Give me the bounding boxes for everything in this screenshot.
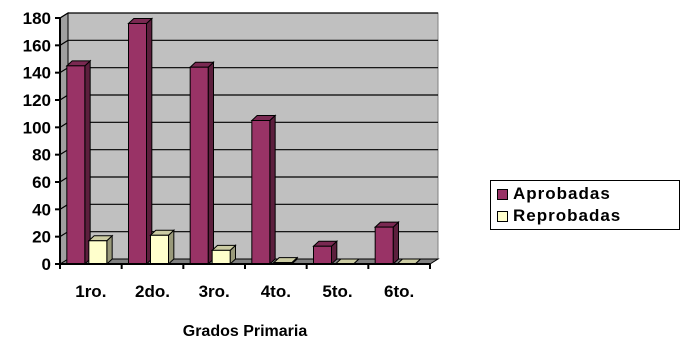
x-axis-ticks: 1ro. 2do. 3ro. 4to. 5to. 6to. bbox=[59, 264, 431, 301]
y-tick-label-160: 160 bbox=[23, 36, 51, 55]
y-tick-label-100: 100 bbox=[23, 118, 51, 137]
bar-side bbox=[207, 61, 214, 266]
x-tick-label-6to: 6to. bbox=[384, 282, 414, 301]
y-tick-label-120: 120 bbox=[23, 91, 51, 110]
y-tick-label-40: 40 bbox=[32, 200, 51, 219]
legend: Aprobadas Reprobadas bbox=[490, 180, 680, 230]
x-tick-label-1ro: 1ro. bbox=[75, 282, 106, 301]
bar-side bbox=[168, 229, 175, 266]
bar-aprobadas-2do bbox=[127, 17, 154, 266]
bar-side bbox=[392, 220, 399, 266]
y-tick-label-60: 60 bbox=[32, 173, 51, 192]
legend-label-aprobadas: Aprobadas bbox=[513, 184, 611, 203]
bar-front bbox=[189, 66, 209, 265]
x-tick-label-5to: 5to. bbox=[322, 282, 352, 301]
legend-label-reprobadas: Reprobadas bbox=[513, 206, 622, 225]
bar-front bbox=[251, 120, 271, 265]
y-tick-label-180: 180 bbox=[23, 9, 51, 28]
bar-reprobadas-1ro bbox=[87, 234, 114, 266]
bar-side bbox=[84, 59, 91, 266]
bar-aprobadas-3ro bbox=[188, 61, 215, 266]
bar-aprobadas-5to bbox=[312, 240, 339, 266]
legend-item-aprobadas: Aprobadas bbox=[497, 183, 611, 205]
y-tick-label-20: 20 bbox=[32, 228, 51, 247]
bar-front bbox=[128, 22, 147, 265]
x-axis-label: Grados Primaria bbox=[183, 323, 308, 340]
bars bbox=[65, 17, 422, 266]
bar-front bbox=[374, 226, 394, 265]
bar-reprobadas-3ro bbox=[210, 244, 237, 266]
y-axis-ticks: 0 20 40 60 80 100 120 140 160 180 bbox=[23, 9, 60, 274]
bar-aprobadas-6to bbox=[373, 220, 400, 266]
bar-front bbox=[313, 245, 332, 265]
bar-side bbox=[146, 17, 153, 266]
gridline-180 bbox=[59, 12, 438, 19]
bar-front bbox=[211, 249, 231, 265]
bar-reprobadas-2do bbox=[149, 229, 176, 266]
y-tick-label-0: 0 bbox=[42, 255, 51, 274]
y-tick-label-140: 140 bbox=[23, 64, 51, 83]
y-tick-label-80: 80 bbox=[32, 146, 51, 165]
bar-aprobadas-4to bbox=[250, 114, 277, 266]
legend-item-reprobadas: Reprobadas bbox=[497, 205, 621, 227]
bar-front bbox=[88, 240, 108, 265]
x-tick-label-3ro: 3ro. bbox=[199, 282, 230, 301]
bar-aprobadas-1ro bbox=[65, 59, 92, 266]
gridline-160 bbox=[59, 39, 438, 46]
x-tick-label-4to: 4to. bbox=[261, 282, 291, 301]
bar-front bbox=[66, 65, 86, 265]
x-tick-label-2do: 2do. bbox=[135, 282, 170, 301]
legend-swatch-aprobadas bbox=[497, 188, 508, 200]
bar-side bbox=[269, 114, 276, 266]
bar-front bbox=[150, 234, 169, 265]
legend-swatch-reprobadas bbox=[497, 210, 508, 222]
